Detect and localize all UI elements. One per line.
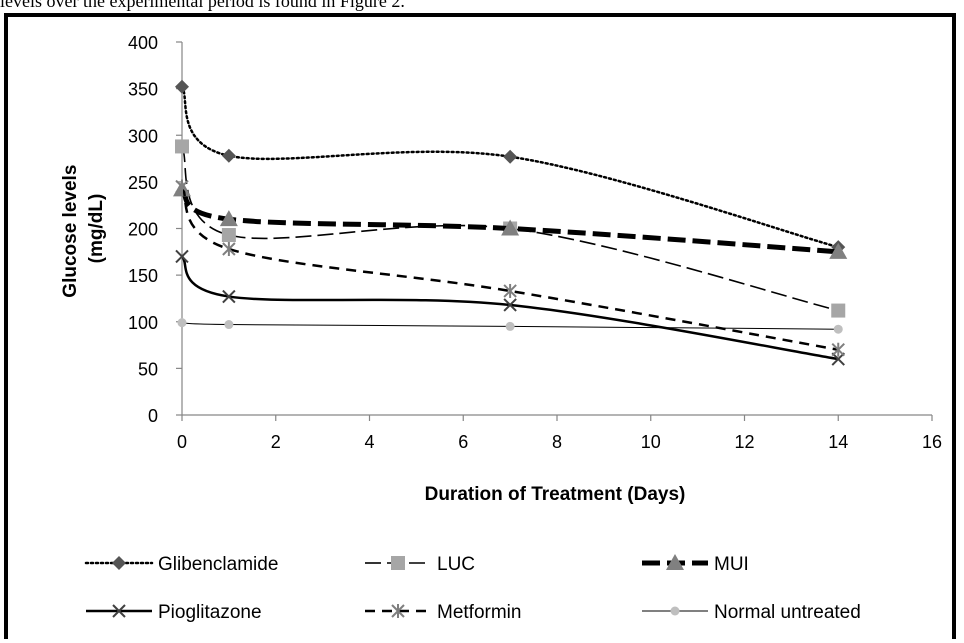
- legend-label-mui: MUI: [714, 554, 749, 575]
- x-tick-label: 14: [828, 432, 848, 452]
- legend-item-glibenclamide: Glibenclamide: [84, 554, 278, 575]
- y-tick-label: 300: [128, 126, 158, 146]
- point-glibenclamide: [175, 79, 189, 94]
- x-tick-label: 12: [734, 432, 754, 452]
- series-metformin: [175, 179, 845, 357]
- series-mui: [173, 180, 848, 259]
- point-normal-untreated: [833, 324, 843, 334]
- y-tick-label: 400: [128, 33, 158, 53]
- x-tick-label: 4: [364, 432, 374, 452]
- axes: [181, 42, 932, 416]
- y-tick-label: 100: [128, 313, 158, 333]
- legend-marker-pioglitazone: [112, 604, 126, 618]
- x-tick-label: 2: [271, 432, 281, 452]
- point-metformin: [175, 179, 189, 194]
- point-metformin: [831, 342, 845, 357]
- series-line-mui: [180, 187, 839, 255]
- point-luc: [175, 139, 189, 154]
- point-normal-untreated: [505, 321, 515, 331]
- y-axis-label-line-1: Glucose levels: [60, 165, 81, 298]
- legend-label-pioglitazone: Pioglitazone: [158, 602, 262, 623]
- series-line-normal-untreated: [181, 322, 839, 330]
- point-metformin: [222, 242, 236, 257]
- x-tick-label: 6: [458, 432, 468, 452]
- point-luc: [831, 303, 846, 318]
- x-tick-label: 10: [641, 432, 661, 452]
- legend-marker-mui: [666, 554, 684, 570]
- legend-marker-pioglitazone-stroke: [112, 604, 126, 618]
- legend-label-luc: LUC: [437, 554, 475, 575]
- figure-caption: levels over the experimental period is f…: [0, 0, 405, 11]
- x-tick-label: 16: [922, 432, 942, 452]
- y-tick-label: 200: [128, 220, 158, 240]
- point-normal-untreated: [177, 318, 187, 328]
- point-pioglitazone-stroke: [175, 249, 189, 264]
- legend-label-glibenclamide: Glibenclamide: [158, 554, 278, 575]
- series-lines: [173, 79, 848, 366]
- y-axis-label: Glucose levels (mg/dL): [60, 159, 107, 297]
- point-pioglitazone: [503, 298, 517, 312]
- point-mui: [501, 219, 520, 236]
- y-tick-label: 0: [148, 406, 158, 426]
- point-mui: [219, 210, 238, 227]
- legend-label-metformin: Metformin: [437, 602, 521, 623]
- series-line-glibenclamide: [180, 85, 840, 249]
- y-axis-label-line-2: (mg/dL): [86, 194, 107, 264]
- legend-item-normal-untreated: Normal untreated: [642, 602, 861, 623]
- legend: Glibenclamide LUC MUI Pioglitazone Metformin…: [84, 554, 861, 623]
- tick-labels: 0 2 4 6 8 10 12 14 16 0 50 100 150 200 250 300 350 400: [128, 33, 942, 452]
- legend-marker-luc: [391, 556, 405, 570]
- x-axis-label: Duration of Treatment (Days): [425, 484, 686, 505]
- legend-item-mui: MUI: [642, 554, 749, 575]
- legend-marker-glibenclamide: [112, 556, 126, 570]
- point-normal-untreated: [224, 320, 234, 330]
- point-luc: [221, 228, 236, 243]
- legend-item-pioglitazone: Pioglitazone: [86, 602, 262, 623]
- x-tick-label: 0: [177, 432, 187, 452]
- y-tick-label: 50: [138, 359, 158, 379]
- series-pioglitazone: [175, 249, 845, 366]
- legend-marker-metformin: [391, 604, 405, 618]
- point-glibenclamide: [221, 148, 236, 163]
- point-glibenclamide: [503, 149, 518, 164]
- point-metformin: [503, 283, 517, 298]
- y-tick-label: 350: [128, 80, 158, 100]
- x-tick-label: 8: [552, 432, 562, 452]
- legend-marker-normal-untreated: [670, 606, 680, 616]
- y-tick-label: 250: [128, 173, 158, 193]
- legend-item-metformin: Metformin: [365, 602, 521, 623]
- series-line-luc: [181, 146, 839, 312]
- point-pioglitazone: [175, 249, 189, 264]
- series-line-metformin: [180, 185, 839, 351]
- point-pioglitazone-stroke: [222, 289, 236, 304]
- legend-label-normal-untreated: Normal untreated: [714, 602, 861, 623]
- series-normal-untreated: [177, 318, 843, 334]
- legend-item-luc: LUC: [365, 554, 475, 575]
- point-mui: [829, 242, 848, 259]
- point-pioglitazone: [222, 289, 236, 304]
- point-pioglitazone-stroke: [503, 298, 517, 312]
- y-tick-label: 150: [128, 266, 158, 286]
- series-line-pioglitazone: [180, 255, 839, 361]
